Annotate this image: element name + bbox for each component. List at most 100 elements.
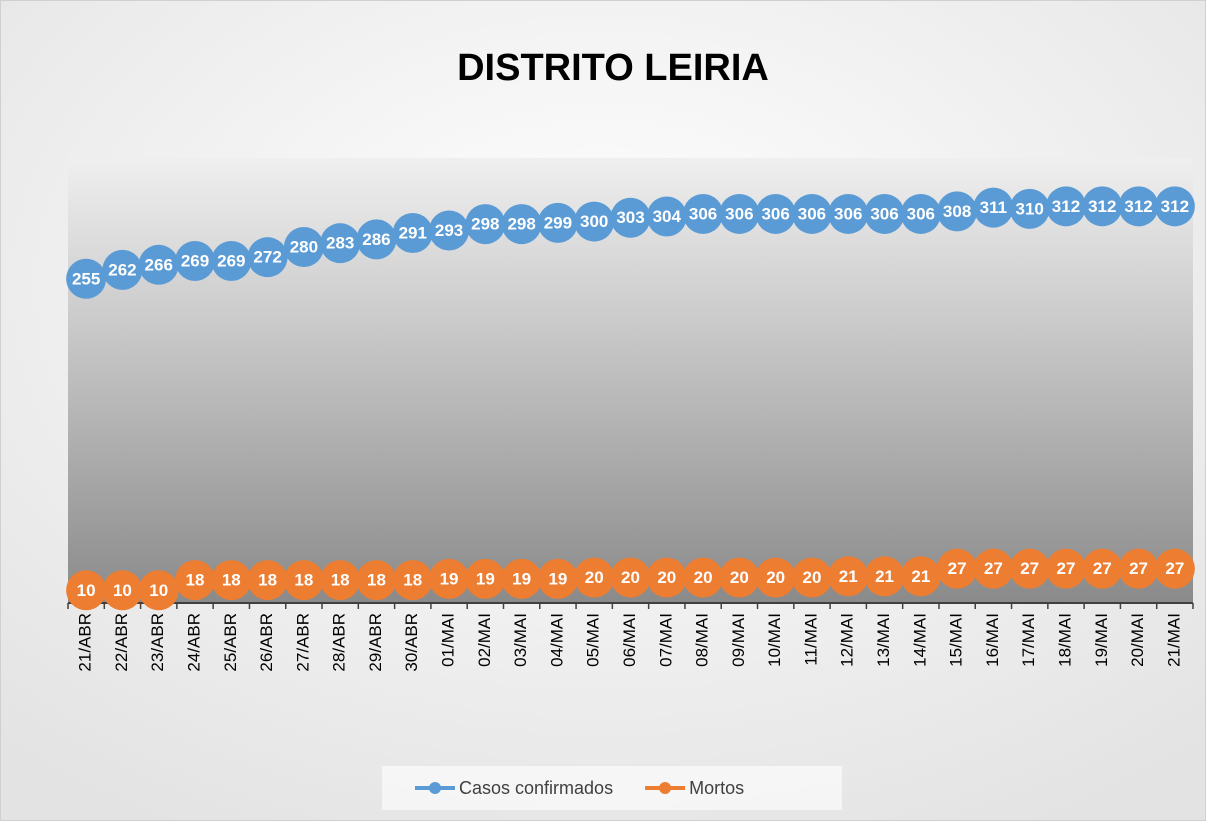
legend-label: Casos confirmados — [459, 778, 613, 798]
data-label: 27 — [984, 559, 1003, 578]
x-tick-label: 21/MAI — [1164, 613, 1183, 667]
data-point — [828, 556, 869, 597]
data-point — [900, 556, 941, 597]
x-tick-label: 18/MAI — [1055, 613, 1074, 667]
data-point — [283, 227, 324, 267]
data-point — [828, 193, 869, 234]
data-point — [1045, 186, 1086, 227]
data-point — [755, 557, 796, 598]
x-tick-label: 30/ABR — [402, 613, 421, 672]
data-point — [864, 193, 905, 234]
data-label: 306 — [870, 204, 898, 223]
x-tick-label: 14/MAI — [910, 613, 929, 667]
x-tick-label: 08/MAI — [693, 613, 712, 667]
data-point — [211, 560, 252, 601]
x-tick-label: 01/MAI — [439, 613, 458, 667]
data-point — [646, 196, 687, 237]
data-point — [175, 560, 216, 601]
data-point — [138, 570, 179, 611]
x-tick-label: 10/MAI — [765, 613, 784, 667]
data-label: 299 — [544, 213, 572, 232]
data-label: 312 — [1088, 197, 1116, 216]
data-label: 19 — [512, 569, 531, 588]
data-point — [429, 558, 470, 599]
data-label: 19 — [440, 569, 459, 588]
data-label: 18 — [403, 571, 422, 590]
data-point — [719, 193, 760, 234]
data-point — [574, 201, 615, 242]
data-label: 306 — [761, 204, 789, 223]
data-label: 255 — [72, 269, 100, 288]
data-label: 27 — [1020, 559, 1039, 578]
data-label: 272 — [253, 248, 281, 267]
data-point — [791, 193, 832, 234]
legend-marker — [429, 782, 441, 794]
data-label: 300 — [580, 212, 608, 231]
data-point — [1118, 548, 1159, 589]
data-point — [138, 244, 179, 285]
data-label: 312 — [1161, 197, 1189, 216]
data-label: 21 — [911, 567, 930, 586]
data-label: 27 — [1057, 559, 1076, 578]
data-label: 18 — [222, 571, 241, 590]
data-label: 306 — [798, 204, 826, 223]
legend-box — [382, 766, 842, 810]
x-tick-label: 16/MAI — [983, 613, 1002, 667]
data-label: 20 — [802, 568, 821, 587]
data-point — [1082, 548, 1123, 589]
data-point — [1154, 186, 1195, 227]
x-tick-label: 17/MAI — [1019, 613, 1038, 667]
data-label: 19 — [548, 569, 567, 588]
data-label: 10 — [149, 581, 168, 600]
data-point — [900, 193, 941, 234]
x-tick-label: 07/MAI — [656, 613, 675, 667]
x-tick-label: 13/MAI — [874, 613, 893, 667]
x-tick-label: 11/MAI — [801, 613, 820, 666]
data-label: 306 — [907, 204, 935, 223]
data-label: 269 — [181, 251, 209, 270]
data-label: 20 — [657, 568, 676, 587]
x-tick-label: 23/ABR — [148, 613, 167, 672]
x-tick-label: 09/MAI — [729, 613, 748, 667]
data-label: 18 — [331, 571, 350, 590]
data-point — [1082, 186, 1123, 227]
data-label: 18 — [367, 571, 386, 590]
data-point — [283, 560, 324, 601]
data-label: 291 — [399, 223, 427, 242]
legend-label: Mortos — [689, 778, 744, 798]
data-label: 21 — [839, 567, 858, 586]
data-label: 283 — [326, 234, 354, 253]
data-label: 18 — [186, 571, 205, 590]
data-label: 298 — [471, 215, 499, 234]
data-point — [66, 258, 107, 299]
data-point — [937, 548, 978, 589]
x-tick-label: 24/ABR — [185, 613, 204, 672]
x-tick-label: 21/ABR — [76, 613, 95, 672]
data-point — [1118, 186, 1159, 227]
data-label: 312 — [1124, 197, 1152, 216]
data-label: 21 — [875, 567, 894, 586]
data-point — [574, 557, 615, 598]
data-point — [864, 556, 905, 597]
data-point — [465, 558, 506, 599]
data-label: 19 — [476, 569, 495, 588]
data-label: 262 — [108, 260, 136, 279]
data-point — [646, 557, 687, 598]
data-point — [247, 237, 288, 278]
data-label: 312 — [1052, 197, 1080, 216]
data-point — [937, 191, 978, 232]
data-point — [102, 570, 143, 611]
data-point — [610, 557, 651, 598]
data-point — [1009, 548, 1050, 589]
data-point — [501, 558, 542, 599]
data-point — [973, 548, 1014, 589]
x-tick-label: 02/MAI — [475, 613, 494, 667]
data-label: 20 — [585, 568, 604, 587]
data-label: 303 — [616, 208, 644, 227]
data-label: 269 — [217, 251, 245, 270]
data-label: 306 — [689, 204, 717, 223]
data-point — [175, 240, 216, 281]
data-point — [537, 202, 578, 243]
data-point — [102, 249, 143, 290]
data-point — [356, 560, 397, 601]
